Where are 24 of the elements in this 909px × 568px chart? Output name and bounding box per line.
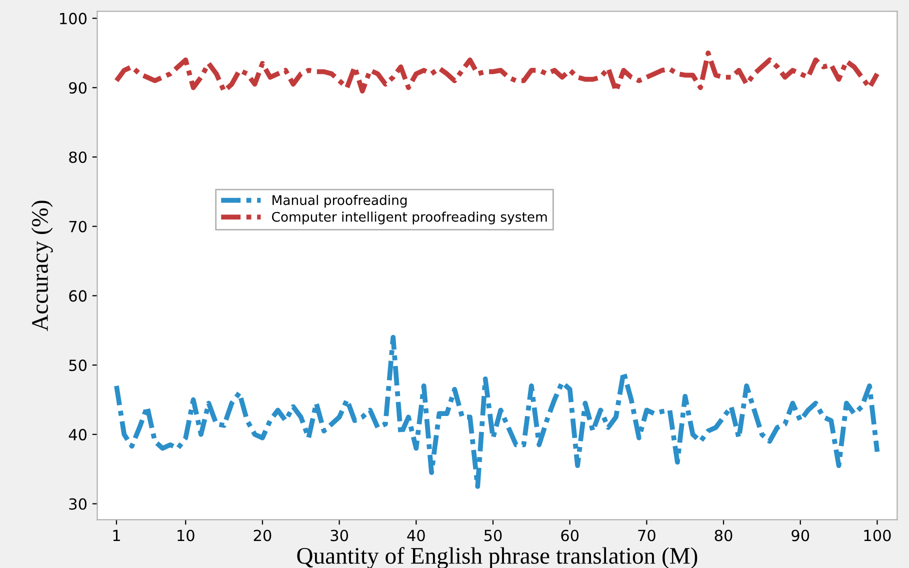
y-tick-label: 40 <box>68 428 87 440</box>
x-tick-label: 70 <box>638 530 656 542</box>
legend-label: Manual proofreading <box>272 194 407 208</box>
line-series <box>114 50 880 94</box>
y-tick-label: 70 <box>69 220 87 232</box>
x-tick-label: 30 <box>330 530 348 542</box>
x-tick-label: 10 <box>178 530 194 542</box>
x-tick-label: 80 <box>714 530 732 542</box>
y-tick-label: 100 <box>60 12 87 24</box>
x-tick-label: 40 <box>407 530 425 542</box>
y-tick-label: 90 <box>69 82 87 94</box>
x-tick-label: 90 <box>792 530 810 542</box>
line-series <box>114 334 880 489</box>
y-tick-label: 80 <box>69 151 87 164</box>
x-tick-label: 1 <box>113 530 120 542</box>
x-tick-label: 20 <box>254 530 272 542</box>
y-tick-label: 30 <box>69 498 87 510</box>
y-tick-label: 60 <box>69 290 87 302</box>
x-tick-label: 50 <box>484 530 502 542</box>
x-tick-label: 100 <box>864 530 891 542</box>
legend-label: Computer intelligent proofreading system <box>272 212 547 224</box>
y-tick-label: 50 <box>69 360 87 372</box>
y-axis-title: Accuracy (%) <box>31 200 53 332</box>
x-tick-label: 60 <box>561 530 579 542</box>
